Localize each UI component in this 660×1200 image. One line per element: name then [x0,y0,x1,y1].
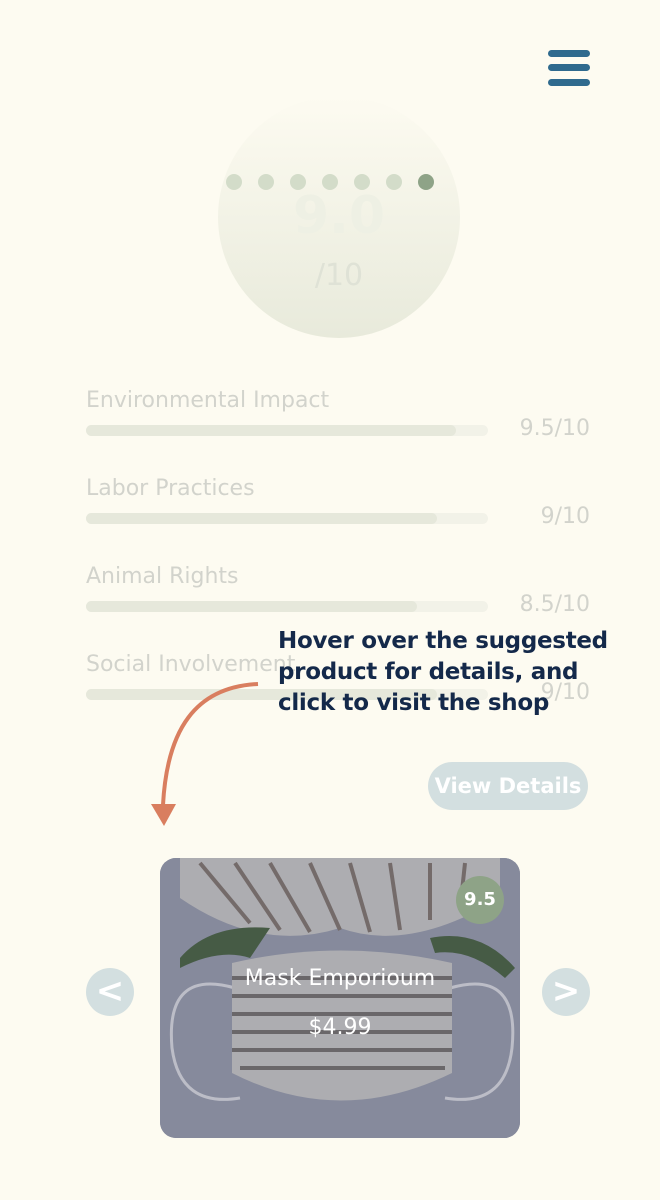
metric-label: Labor Practices [86,476,255,501]
carousel-dot[interactable] [418,174,434,190]
metric-animal-rights: Animal Rights 8.5/10 [86,564,590,624]
metric-track [86,601,488,612]
metric-fill [86,425,457,436]
curved-arrow-icon [151,682,259,826]
metric-label: Animal Rights [86,564,239,589]
hamburger-menu-icon[interactable] [546,48,590,92]
overall-score-circle: 9.0 /10 [218,96,460,338]
carousel-dot[interactable] [258,174,274,190]
carousel-dot[interactable] [226,174,242,190]
metric-value: 9/10 [540,680,590,705]
metric-track [86,425,488,436]
metric-label: Environmental Impact [86,388,330,413]
view-details-button[interactable]: View Details [428,762,588,810]
product-rating-badge: 9.5 [456,876,504,924]
metric-track [86,513,488,524]
menu-bar [548,50,590,57]
carousel-dot[interactable] [322,174,338,190]
product-price: $4.99 [308,1015,372,1040]
metric-social-involvement: Social Involvement 9/10 [86,652,590,712]
metric-environmental-impact: Environmental Impact 9.5/10 [86,388,590,448]
metric-fill [86,513,437,524]
metric-fill [86,689,437,700]
metric-label: Social Involvement [86,652,296,677]
next-product-button[interactable]: > [542,968,590,1016]
metric-value: 9/10 [540,504,590,529]
previous-product-button[interactable]: < [86,968,134,1016]
onboarding-tooltip: Hover over the suggested product for det… [278,628,608,716]
metric-track [86,689,488,700]
metric-fill [86,601,418,612]
overall-score-denominator: /10 [314,258,364,293]
metric-value: 8.5/10 [519,592,590,617]
menu-bar [548,64,590,71]
product-name: Mask Emporioum [244,966,436,991]
carousel-dot[interactable] [290,174,306,190]
menu-bar [548,79,590,86]
metric-value: 9.5/10 [519,416,590,441]
suggested-product-card[interactable]: 9.5 Mask Emporioum $4.99 [160,858,520,1138]
carousel-dot[interactable] [386,174,402,190]
carousel-dot[interactable] [354,174,370,190]
overall-score-value: 9.0 [292,186,386,246]
metric-labor-practices: Labor Practices 9/10 [86,476,590,536]
